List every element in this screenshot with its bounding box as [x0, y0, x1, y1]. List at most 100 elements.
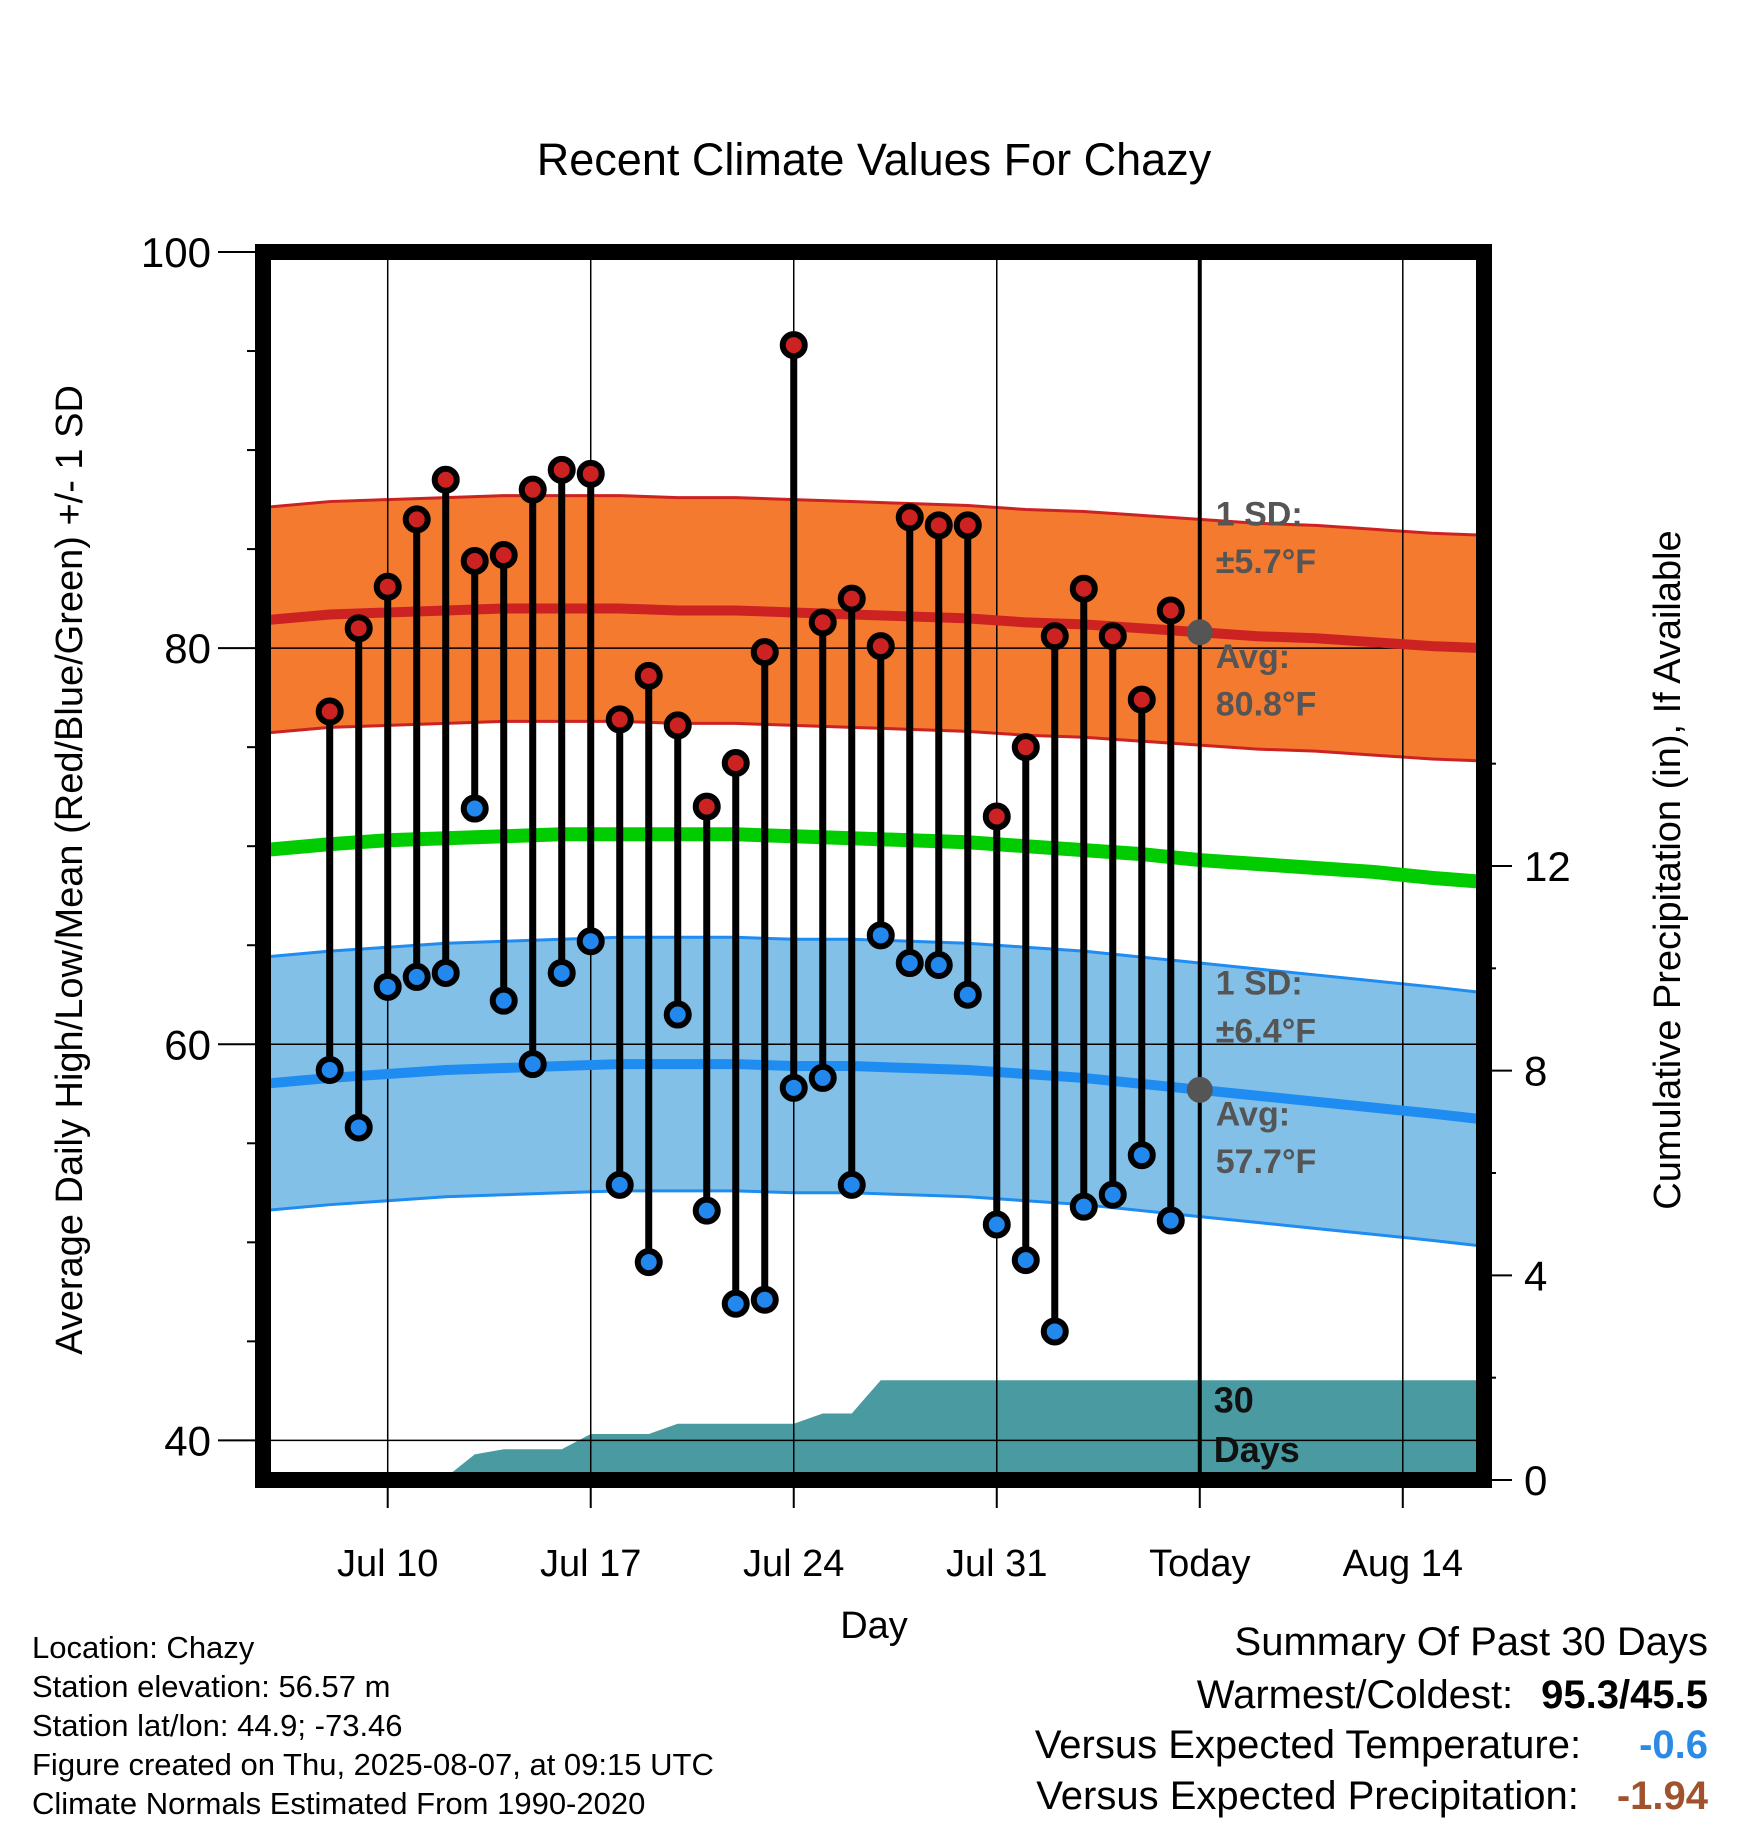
plot-inner: 1 SD: ±5.7°F Avg: 80.8°F 1 SD: ±6.4°F Avg: 57.7… [263, 252, 1484, 1480]
summary-temp: Versus Expected Temperature: -0.6 [1035, 1723, 1708, 1768]
today-low-avg-marker [1186, 1076, 1213, 1103]
high-point [750, 638, 779, 667]
low-point [1011, 1246, 1040, 1275]
y-tick-label: 80 [164, 625, 211, 672]
y-tick-label: 60 [164, 1021, 211, 1068]
location-text: Location: Chazy [32, 1630, 255, 1665]
low-point [344, 1113, 373, 1142]
high-avg-label: Avg: [1216, 638, 1290, 676]
summary-precip: Versus Expected Precipitation: -1.94 [1036, 1774, 1708, 1819]
high-point [866, 632, 895, 661]
high-point [663, 711, 692, 740]
y2-axis-label: Cumulative Precipitation (in), If Availa… [1647, 530, 1689, 1209]
window-label-days: Days [1214, 1429, 1300, 1470]
y-tick-label: 100 [141, 229, 211, 276]
low-sd-lower-line [263, 1189, 1484, 1248]
low-point [460, 794, 489, 823]
low-point [547, 958, 576, 987]
y-axis-label: Average Daily High/Low/Mean (Red/Blue/Gr… [49, 385, 91, 1355]
low-point [953, 980, 982, 1009]
high-point [1156, 596, 1185, 625]
high-point [837, 584, 866, 613]
summary-warm-cold: Warmest/Coldest: 95.3/45.5 [1197, 1673, 1708, 1718]
low-point [1069, 1192, 1098, 1221]
high-sd-band [263, 495, 1484, 762]
y2-tick-label: 12 [1524, 843, 1571, 890]
low-point [895, 949, 924, 978]
high-point [692, 792, 721, 821]
high-point [518, 475, 547, 504]
warm-cold-label: Warmest/Coldest: [1196, 1673, 1514, 1717]
high-point [982, 802, 1011, 831]
high-point [808, 608, 837, 637]
x-tick-label: Today [1149, 1543, 1250, 1585]
high-point [460, 546, 489, 575]
high-point [402, 505, 431, 534]
x-tick-label: Jul 10 [337, 1543, 438, 1585]
high-point [315, 697, 344, 726]
today-high-avg-marker [1186, 619, 1213, 646]
low-point [982, 1210, 1011, 1239]
temp-value: -0.6 [1639, 1723, 1708, 1767]
low-point [431, 958, 460, 987]
low-point [634, 1248, 663, 1277]
high-point [1011, 733, 1040, 762]
precip-value: -1.94 [1616, 1774, 1708, 1818]
high-point [953, 511, 982, 540]
precip-label: Versus Expected Precipitation: [1036, 1774, 1579, 1818]
high-point [547, 455, 576, 484]
low-point [837, 1170, 866, 1199]
summary-title: Summary Of Past 30 Days [1235, 1620, 1708, 1665]
low-point [866, 921, 895, 950]
low-point [692, 1196, 721, 1225]
x-tick-label: Jul 17 [540, 1543, 641, 1585]
high-point [634, 661, 663, 690]
x-tick-label: Jul 24 [743, 1543, 844, 1585]
low-point [489, 986, 518, 1015]
low-point [750, 1285, 779, 1314]
high-sd-value: ±5.7°F [1216, 543, 1316, 581]
station-info: Location: Chazy Station elevation: 56.57… [32, 1628, 714, 1823]
high-sd-upper-line [263, 494, 1484, 537]
high-point [1127, 685, 1156, 714]
created-text: Figure created on Thu, 2025-08-07, at 09… [32, 1747, 714, 1782]
high-point [1098, 622, 1127, 651]
high-point [605, 705, 634, 734]
y2-tick-label: 8 [1524, 1048, 1547, 1095]
high-point [779, 331, 808, 360]
low-sd-label: 1 SD: [1216, 965, 1303, 1003]
y2-tick-label: 4 [1524, 1252, 1547, 1299]
summary-title-text: Summary Of Past 30 Days [1234, 1620, 1708, 1664]
high-point [895, 503, 924, 532]
low-point [576, 927, 605, 956]
y2-tick-label: 0 [1524, 1457, 1547, 1504]
latlon-text: Station lat/lon: 44.9; -73.46 [32, 1708, 403, 1743]
low-point [1127, 1141, 1156, 1170]
low-point [808, 1063, 837, 1092]
window-label-number: 30 [1214, 1380, 1254, 1421]
x-axis-label: Day [840, 1605, 908, 1647]
x-tick-label: Jul 31 [946, 1543, 1047, 1585]
high-point [1069, 574, 1098, 603]
normals-text: Climate Normals Estimated From 1990-2020 [32, 1786, 646, 1821]
high-point [373, 572, 402, 601]
high-point [489, 541, 518, 570]
low-sd-value: ±6.4°F [1216, 1012, 1316, 1050]
high-point [1040, 622, 1069, 651]
high-point [344, 614, 373, 643]
high-sd-label: 1 SD: [1216, 495, 1303, 533]
low-point [1098, 1180, 1127, 1209]
low-avg-label: Avg: [1216, 1095, 1290, 1133]
plot-area: 1 SD: ±5.7°F Avg: 80.8°F 1 SD: ±6.4°F Avg: 57.7… [141, 229, 1571, 1585]
low-point [779, 1073, 808, 1102]
high-point [431, 465, 460, 494]
high-avg-value: 80.8°F [1216, 685, 1317, 723]
temp-label: Versus Expected Temperature: [1034, 1723, 1582, 1767]
low-point [402, 962, 431, 991]
low-point [518, 1050, 547, 1079]
low-point [924, 951, 953, 980]
low-avg-value: 57.7°F [1216, 1143, 1317, 1181]
low-point [1040, 1317, 1069, 1346]
low-normal-line [263, 1059, 1484, 1125]
